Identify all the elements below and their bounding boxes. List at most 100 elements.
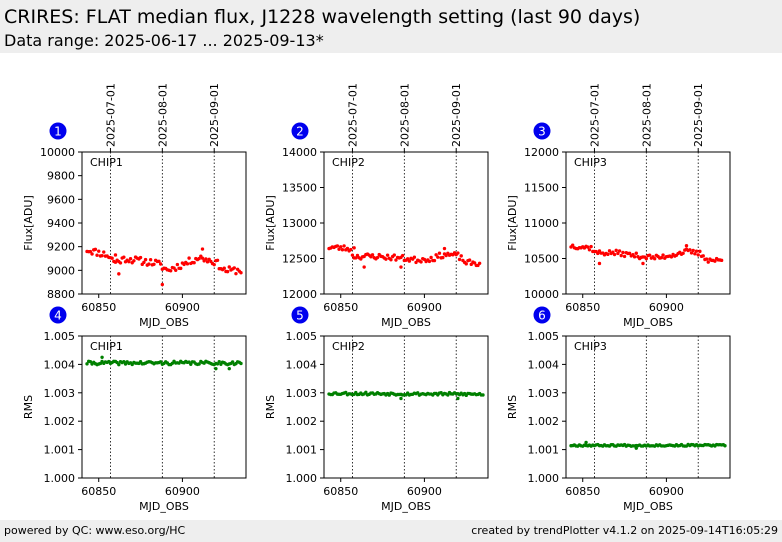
y-axis-label: Flux[ADU] — [22, 195, 35, 251]
y-tick-label: 13500 — [282, 182, 317, 195]
data-point — [723, 444, 727, 448]
y-axis-label: Flux[ADU] — [264, 195, 277, 251]
y-axis-label: RMS — [264, 395, 277, 419]
y-tick-label: 10000 — [40, 146, 75, 159]
data-point — [88, 249, 93, 254]
data-point — [337, 247, 341, 251]
data-point — [442, 246, 447, 251]
data-point — [621, 250, 625, 255]
y-tick-label: 1.004 — [44, 358, 76, 371]
date-tick-label: 2025-08-01 — [398, 83, 411, 147]
y-tick-label: 12500 — [282, 253, 317, 266]
page-title: CRIRES: FLAT median flux, J1228 waveleng… — [4, 6, 641, 28]
footer-created: created by trendPlotter v4.1.2 on 2025-0… — [471, 524, 778, 537]
data-point — [100, 253, 104, 258]
y-tick-label: 1.002 — [528, 415, 560, 428]
footer-bar: powered by QC: www.eso.org/HC created by… — [0, 520, 782, 542]
chip-label: CHIP3 — [574, 156, 607, 169]
data-point — [364, 390, 368, 395]
y-tick-label: 1.000 — [286, 472, 318, 485]
data-point — [230, 360, 235, 364]
data-point — [706, 260, 710, 264]
data-point — [437, 251, 442, 255]
y-tick-label: 1.001 — [286, 444, 318, 457]
data-point — [158, 262, 163, 266]
data-point — [127, 259, 131, 264]
plot-frame — [323, 335, 489, 479]
data-point — [619, 253, 623, 258]
data-point — [113, 253, 118, 257]
data-point — [122, 255, 126, 259]
chip-label: CHIP1 — [90, 156, 123, 169]
y-tick-label: 11000 — [524, 217, 559, 230]
data-point — [143, 257, 148, 262]
data-point — [200, 247, 205, 251]
y-tick-label: 1.002 — [44, 415, 76, 428]
x-tick-label: 60900 — [407, 485, 442, 498]
plot-panel-6: 1.000 1.001 1.002 1.003 1.004 1.005 60850 60900… — [506, 306, 731, 513]
data-point — [606, 252, 610, 257]
data-point — [661, 253, 665, 257]
panel-number: 1 — [54, 125, 62, 139]
x-axis-label: MJD_OBS — [623, 316, 673, 329]
data-point — [392, 253, 396, 257]
data-point — [681, 251, 685, 255]
data-point — [400, 253, 405, 258]
data-point — [434, 253, 438, 257]
data-point — [93, 247, 98, 252]
y-tick-label: 9400 — [47, 217, 75, 230]
y-tick-label: 1.005 — [286, 330, 318, 343]
data-point — [225, 269, 230, 274]
chip-label: CHIP2 — [332, 340, 365, 353]
x-tick-label: 60900 — [649, 301, 684, 314]
data-point — [616, 251, 620, 256]
y-tick-label: 1.004 — [528, 358, 560, 371]
data-point — [95, 253, 99, 257]
data-point — [148, 258, 153, 262]
x-axis-label: MJD_OBS — [139, 316, 189, 329]
chip-label: CHIP3 — [574, 340, 607, 353]
plot-frame — [81, 335, 247, 479]
data-point — [693, 252, 697, 256]
y-tick-label: 1.004 — [286, 358, 318, 371]
data-point — [197, 256, 201, 261]
data-point — [217, 360, 221, 364]
plot-frame — [323, 151, 489, 295]
data-point — [586, 245, 590, 249]
data-point — [589, 244, 593, 249]
plot-panel-3: 10000 10500 11000 11500 12000 60850 60900 MJD_O… — [506, 83, 731, 329]
plot-frame — [81, 151, 247, 295]
data-point — [227, 366, 231, 371]
data-point — [138, 255, 143, 260]
data-point — [158, 360, 163, 364]
y-tick-label: 11500 — [524, 182, 559, 195]
data-point — [179, 266, 183, 271]
data-point — [481, 393, 485, 397]
data-point — [614, 248, 618, 253]
plot-frame — [565, 335, 731, 479]
data-point — [399, 396, 403, 401]
data-point — [399, 265, 403, 269]
data-point — [441, 255, 445, 260]
data-point — [429, 255, 433, 260]
y-tick-label: 8800 — [47, 288, 75, 301]
data-point — [634, 251, 638, 255]
y-tick-label: 1.002 — [286, 415, 318, 428]
date-tick-label: 2025-09-01 — [208, 83, 221, 147]
y-tick-label: 12000 — [524, 146, 559, 159]
date-tick-label: 2025-09-01 — [450, 83, 463, 147]
data-point — [362, 265, 366, 269]
data-point — [659, 256, 664, 260]
data-point — [168, 269, 173, 273]
x-axis-label: MJD_OBS — [381, 500, 431, 513]
y-tick-label: 9200 — [47, 241, 75, 254]
data-point — [691, 248, 695, 253]
data-point — [587, 248, 592, 252]
panel-number-badge — [291, 306, 309, 324]
data-point — [197, 362, 201, 366]
data-point — [459, 254, 463, 258]
x-tick-label: 60850 — [323, 485, 358, 498]
data-point — [239, 271, 243, 275]
y-tick-label: 1.000 — [44, 472, 76, 485]
data-point — [222, 266, 226, 270]
